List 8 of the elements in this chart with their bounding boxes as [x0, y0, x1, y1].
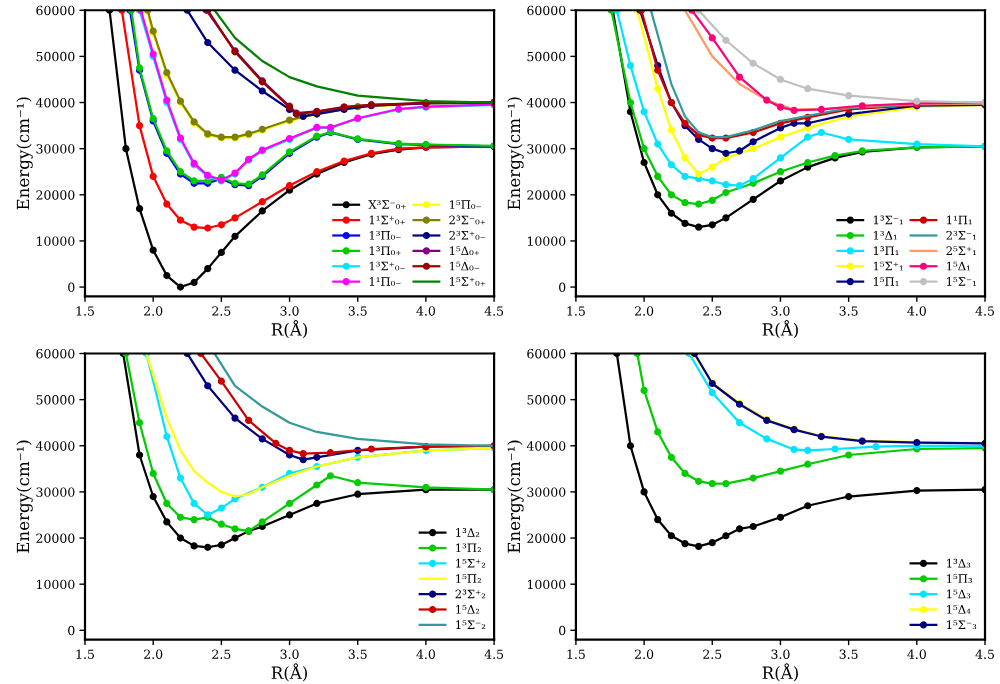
x-axis-title: R(Å): [271, 663, 308, 682]
y-axis-title: Energy(cm⁻¹): [16, 440, 33, 553]
y-axis-title: Energy(cm⁻¹): [16, 97, 33, 210]
x-axis-title: R(Å): [762, 320, 798, 339]
x-axis-title: R(Å): [271, 320, 308, 339]
y-axis-title: Energy(cm⁻¹): [507, 440, 524, 553]
x-axis-title: R(Å): [762, 663, 798, 682]
y-axis-title: Energy(cm⁻¹): [507, 97, 524, 210]
